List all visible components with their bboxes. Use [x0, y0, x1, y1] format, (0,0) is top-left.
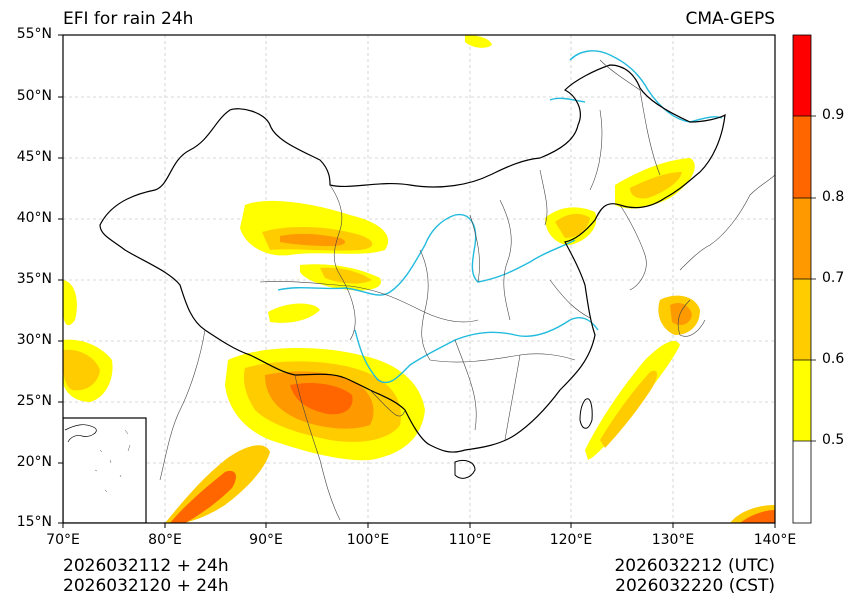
efi-area-southwest-max [290, 383, 353, 415]
lat-label-50: 50°N [16, 88, 52, 104]
init-time-utc: 2026032112 + 24h [63, 556, 229, 576]
efi-area-northwest-peak [280, 233, 346, 246]
inset-coastline [64, 424, 97, 443]
efi-area-kyushu-core [670, 303, 692, 326]
south-china-sea-inset [63, 417, 147, 523]
axis-ticks [58, 34, 776, 528]
lon-label-140: 140°E [753, 532, 797, 548]
efi-area-northeast-core [630, 172, 682, 199]
colorbar-segment-2 [793, 279, 811, 360]
inset-islands [94, 429, 131, 493]
map-title: EFI for rain 24h [63, 9, 194, 29]
map-frame [62, 34, 776, 524]
lon-label-80: 80°E [148, 532, 182, 548]
lon-label-90: 90°E [249, 532, 283, 548]
efi-area-west-india-core [63, 349, 100, 391]
model-name: CMA-GEPS [685, 9, 775, 29]
valid-time-cst: 2026032220 (CST) [615, 576, 775, 596]
lon-label-110: 110°E [448, 532, 492, 548]
lon-label-130: 130°E [651, 532, 695, 548]
efi-area-central [268, 303, 320, 323]
efi-area-north-border [465, 35, 492, 48]
lat-label-30: 30°N [16, 332, 52, 348]
province-lines [259, 89, 661, 441]
lon-label-120: 120°E [549, 532, 593, 548]
taiwan-island [579, 398, 593, 429]
init-time-block: 2026032112 + 24h 2026032120 + 24h [63, 556, 229, 596]
lon-label-70: 70°E [46, 532, 80, 548]
lat-label-40: 40°N [16, 210, 52, 226]
lat-label-55: 55°N [16, 26, 52, 42]
lat-label-15: 15°N [16, 514, 52, 530]
colorbar-segment-0 [793, 441, 811, 523]
efi-area-philippine-sea-core [740, 510, 775, 523]
colorbar-label-0.7: 0.7 [822, 270, 845, 286]
colorbar-segment-1 [793, 360, 811, 441]
efi-area-far-west [63, 280, 77, 326]
colorbar-segment-3 [793, 198, 811, 279]
efi-area-beijing-core [555, 213, 590, 238]
map-background [63, 35, 775, 523]
amur-river [569, 50, 723, 123]
efi-area-east-sea-band-core [600, 370, 658, 448]
lat-label-45: 45°N [16, 149, 52, 165]
init-time-cst: 2026032120 + 24h [63, 576, 229, 596]
efi-area-northwest-east-core [320, 267, 372, 284]
colorbar-segment-4 [793, 116, 811, 198]
lat-label-35: 35°N [16, 271, 52, 287]
lon-label-100: 100°E [346, 532, 390, 548]
colorbar-label-0.9: 0.9 [822, 107, 845, 123]
valid-time-utc: 2026032212 (UTC) [614, 556, 775, 576]
songhua-river [549, 97, 586, 103]
colorbar-label-0.8: 0.8 [822, 189, 845, 205]
valid-time-block: 2026032212 (UTC) 2026032220 (CST) [614, 556, 775, 596]
yellow-river [277, 213, 576, 296]
colorbar-segment-5 [793, 35, 811, 116]
colorbar-label-0.6: 0.6 [822, 351, 845, 367]
efi-shading [63, 35, 775, 523]
coastlines [159, 59, 775, 521]
china-border [99, 64, 726, 453]
lat-label-20: 20°N [16, 454, 52, 470]
hainan-island [454, 459, 476, 479]
colorbar [792, 34, 816, 524]
efi-area-bay-of-bengal-core [170, 470, 236, 523]
lat-label-25: 25°N [16, 393, 52, 409]
colorbar-label-0.5: 0.5 [822, 432, 845, 448]
